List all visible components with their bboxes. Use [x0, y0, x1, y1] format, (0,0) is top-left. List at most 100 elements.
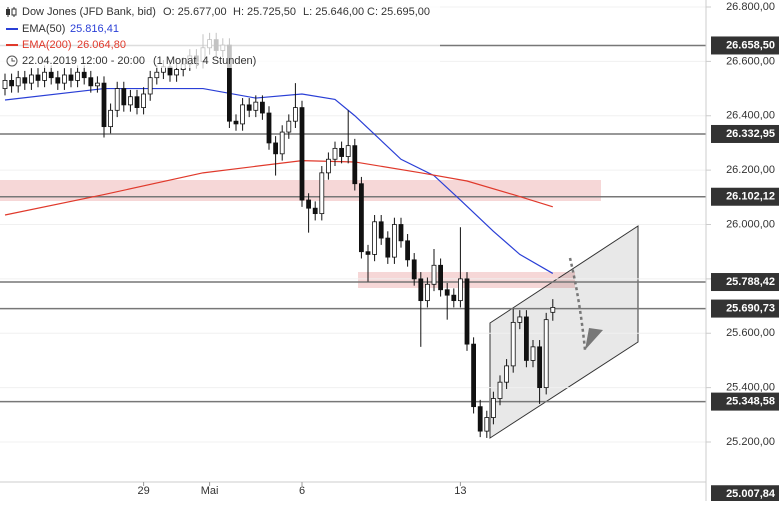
candle-body — [101, 82, 107, 128]
candle-body — [517, 316, 523, 323]
level-label: 25.348,58 — [726, 396, 775, 408]
candle-body — [48, 71, 54, 79]
candle-body — [95, 82, 100, 87]
candle-body — [266, 112, 272, 144]
candle-body — [75, 71, 80, 81]
price-label: 25.007,84 — [726, 488, 776, 500]
candle-body — [431, 264, 437, 285]
candle-body — [451, 294, 457, 302]
candle-body — [286, 120, 292, 133]
price-box — [711, 485, 779, 504]
level-box — [711, 273, 779, 292]
candle-body — [15, 77, 21, 87]
level-label: 26.332,95 — [726, 128, 775, 140]
candle-body — [273, 142, 279, 155]
candle-body — [319, 172, 325, 215]
candle-body — [292, 107, 298, 122]
legend-label: EMA(50) — [22, 23, 65, 35]
candle-body — [55, 77, 61, 84]
candle-body — [68, 74, 74, 81]
ema-line — [4, 87, 554, 274]
candle-body — [550, 307, 556, 313]
candle-body — [352, 145, 358, 185]
ohlc: O: 25.677,00 — [163, 6, 227, 18]
candle-body — [365, 251, 371, 255]
candle-body — [497, 381, 503, 399]
candle-body — [22, 77, 28, 84]
candle-body — [438, 264, 444, 291]
candle-body — [88, 77, 94, 87]
candle-body — [114, 88, 120, 111]
candle-body — [477, 406, 483, 432]
candle-body — [108, 109, 113, 128]
candle-body — [306, 199, 312, 209]
candle-body — [299, 107, 305, 201]
title: Dow Jones (JFD Bank, bid) — [22, 6, 156, 18]
candle-icon — [6, 7, 17, 17]
level-box — [711, 392, 779, 411]
level-label: 26.102,12 — [726, 191, 775, 203]
level-box — [711, 124, 779, 143]
candle-body — [9, 80, 15, 87]
candle-body — [504, 365, 510, 383]
candle-body — [233, 120, 239, 125]
ohlc: H: 25.725,50 — [233, 6, 296, 18]
candle-body — [457, 278, 463, 302]
candle-body — [484, 417, 490, 432]
forecast-arrow — [568, 257, 587, 351]
candle-body — [358, 183, 364, 253]
candle-body — [411, 259, 417, 280]
candle-body — [81, 71, 87, 79]
candle-body — [372, 221, 378, 255]
ohlc: L: 25.646,00 — [303, 6, 364, 18]
candle-body — [325, 158, 331, 174]
y-tick-label: 25.200,00 — [726, 436, 775, 448]
candle-body — [279, 131, 285, 155]
candle-body — [524, 316, 529, 361]
ohlc: C: 25.695,00 — [367, 6, 430, 18]
candle-body — [127, 96, 133, 106]
candle-body — [405, 240, 411, 261]
clock-icon — [6, 55, 18, 67]
candle-body — [510, 321, 516, 367]
candle-body — [543, 319, 549, 389]
candle-body — [398, 224, 404, 242]
candle-body — [141, 93, 147, 108]
legend-value: 25.816,41 — [70, 23, 119, 35]
candle-body — [345, 145, 351, 157]
clock-hands — [11, 58, 15, 62]
level-box — [711, 299, 779, 318]
candle-body — [391, 224, 397, 258]
candle-body — [35, 74, 41, 81]
candle-body — [174, 69, 180, 76]
arrow-head — [585, 328, 603, 350]
level-box — [711, 187, 779, 206]
candle-body — [530, 346, 536, 361]
axis: 26.800,00 26.600,00 26.400,00 26.200,00 26.0… — [137, 1, 779, 504]
period: 22.04.2019 12:00 - 20:00 — [22, 55, 145, 67]
candle-body — [259, 101, 265, 114]
candle-body — [464, 278, 470, 345]
candle-body — [28, 74, 34, 84]
candle-body — [490, 398, 496, 418]
level-label: 25.788,42 — [726, 276, 775, 288]
candle-body — [246, 104, 252, 111]
plot — [0, 32, 706, 438]
x-tick-label: 6 — [299, 485, 305, 497]
candle-body — [240, 104, 246, 125]
level-label: 25.690,73 — [726, 302, 775, 314]
y-tick-label: 26.000,00 — [726, 218, 775, 230]
y-tick-label: 26.400,00 — [726, 110, 775, 122]
candle-body — [444, 289, 450, 296]
candle-body — [62, 74, 67, 84]
y-tick-label: 26.600,00 — [726, 55, 775, 67]
candle-body — [418, 278, 424, 302]
candle-body — [385, 237, 391, 258]
candle-body — [537, 346, 542, 389]
candle-body — [471, 343, 477, 408]
interval: (1 Monat, 4 Stunden) — [153, 55, 256, 67]
legend-value: 26.064,80 — [77, 39, 126, 51]
candle-body — [312, 207, 318, 215]
x-tick-label: 29 — [137, 485, 149, 497]
